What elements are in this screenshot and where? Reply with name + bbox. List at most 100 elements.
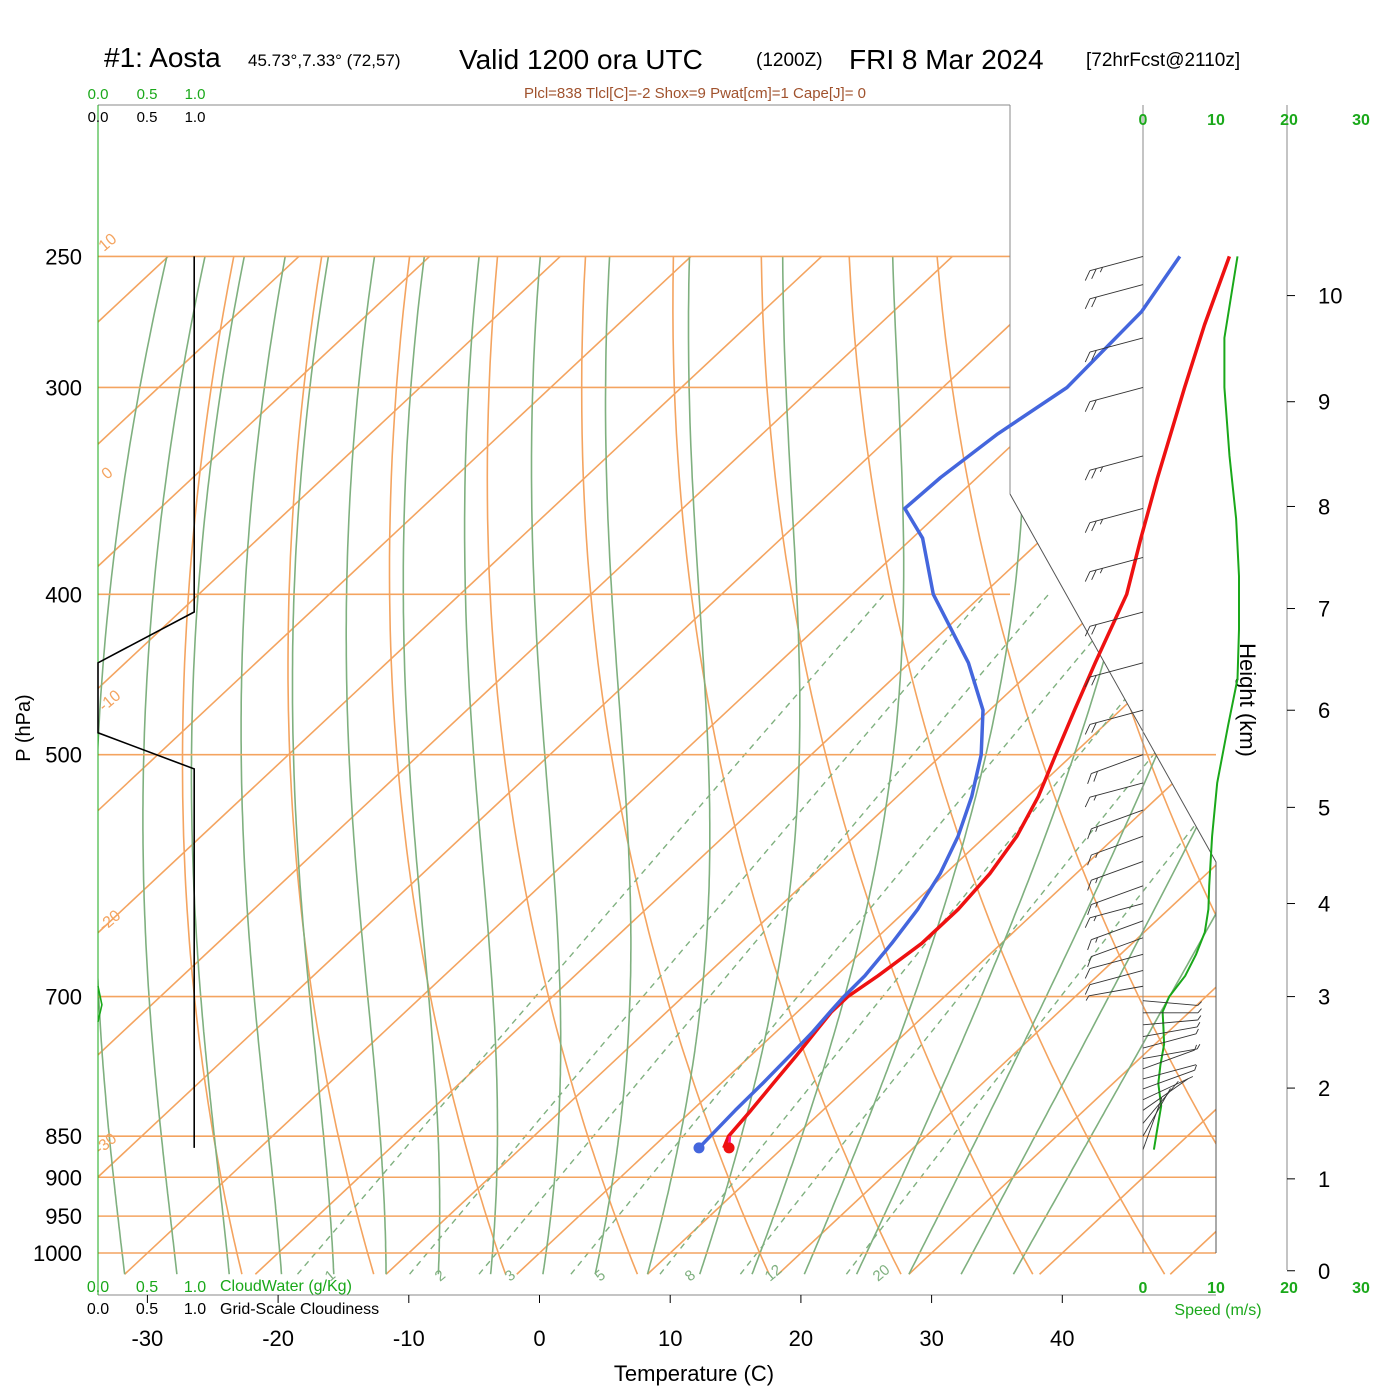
speed-tick-top: 20 [1280, 112, 1298, 129]
moist-adiabat-line [698, 256, 801, 1275]
cloudwater-tick-top: 0.0 [88, 86, 109, 103]
moist-adiabat-line [240, 256, 286, 1275]
moist-adiabat-line [530, 256, 562, 1275]
wind-barb [1084, 255, 1144, 281]
cloudwater-tick-bottom: 1.0 [184, 1279, 206, 1296]
dry-adiabat-line [486, 256, 639, 1275]
moist-adiabat-line [463, 256, 499, 1275]
wind-barb-staff [1091, 920, 1144, 941]
height-tick-label: 5 [1318, 795, 1330, 820]
wind-barb-flag [1087, 854, 1092, 866]
wind-barb-flag [1093, 915, 1097, 922]
cloudwater-tick-top: 1.0 [185, 86, 206, 103]
wind-barb-flag [1091, 675, 1097, 686]
wind-barb-flag [1087, 904, 1092, 916]
dry-adiabat-line [1200, 256, 1216, 333]
wind-barb-flag [1087, 939, 1092, 951]
wind-barb [1084, 953, 1144, 979]
wind-barb-flag [1084, 522, 1091, 533]
isotherm-line [98, 255, 561, 690]
y-tick-label: 900 [45, 1165, 82, 1190]
height-tick-label: 2 [1318, 1076, 1330, 1101]
moist-adiabat-line [345, 256, 387, 1275]
speed-tick-top: 30 [1352, 112, 1370, 129]
surface-temperature-point [723, 1142, 735, 1154]
valid-time: Valid 1200 ora UTC [459, 44, 703, 75]
wind-barb-flag [1196, 1044, 1201, 1050]
cloudiness-tick-bottom: 1.0 [184, 1301, 206, 1318]
speed-tick-bottom: 10 [1207, 1280, 1225, 1297]
wind-barb-flag [1091, 468, 1097, 479]
moist-adiabat-line [98, 256, 168, 1275]
y-tick-label: 950 [45, 1204, 82, 1229]
wind-barb [1142, 1000, 1202, 1006]
stability-indices: Plcl=838 Tlcl[C]=-2 Shox=9 Pwat[cm]=1 Ca… [524, 85, 866, 102]
moist-adiabat-line [402, 256, 441, 1275]
mixing-ratio-line [409, 593, 987, 1275]
wind-barb-staff [1142, 1019, 1198, 1026]
speed-tick-bottom: 30 [1352, 1280, 1370, 1297]
wind-barb-flag [1095, 826, 1098, 832]
x-axis-label: Temperature (C) [614, 1361, 774, 1386]
wind-barb-flag [1084, 917, 1091, 928]
wind-barb [1142, 1015, 1202, 1026]
wind-barb-flag [1093, 795, 1097, 801]
wind-barb [1087, 835, 1144, 866]
wind-barb-staff [1142, 1078, 1189, 1111]
isotherm-line [516, 619, 1216, 1275]
isotherm-line [98, 255, 300, 446]
cloudwater-tick-top: 0.5 [137, 86, 158, 103]
isotherm-label: 10 [96, 231, 121, 256]
wind-barb-flag [1084, 984, 1091, 995]
mixing-ratio-label: 5 [592, 1267, 609, 1285]
isotherm-line [777, 863, 1216, 1275]
wind-barb-staff [1089, 611, 1144, 627]
wind-barb-flag [1091, 268, 1097, 280]
wind-barb [1142, 1064, 1197, 1080]
wind-barb [1142, 1028, 1199, 1049]
wind-barb-flag [1084, 298, 1091, 309]
wind-barb [1084, 662, 1144, 688]
wind-barb [1142, 1078, 1189, 1111]
wind-barb-staff [1089, 903, 1144, 919]
wind-barb-staff [1089, 662, 1144, 678]
wind-barb [1087, 860, 1144, 891]
mixing-ratio-line [478, 593, 1050, 1275]
isotherm-line [98, 255, 823, 934]
wind-barb-staff [1089, 953, 1144, 969]
dry-adiabat-line [1289, 256, 1400, 1274]
mixing-ratio-label: 20 [870, 1261, 894, 1285]
wind-barb-flag [1099, 267, 1104, 273]
cloudwater-tick-bottom: 0.0 [87, 1279, 109, 1296]
wind-panel: 0 10 20 30 0 10 20 30 Speed (m/s) [1139, 112, 1370, 1319]
isotherm-line [98, 255, 1084, 1179]
height-tick-label: 6 [1318, 698, 1330, 723]
temperature-line [722, 255, 1232, 1149]
right-skew-border [1009, 493, 1217, 1253]
x-tick-label: 20 [789, 1326, 813, 1351]
wind-barb-staff [1142, 1097, 1163, 1150]
wind-barb [1084, 337, 1144, 363]
wind-barb-flag [1196, 1022, 1201, 1028]
wind-barb-staff [1089, 255, 1144, 272]
height-tick-label: 3 [1318, 985, 1330, 1010]
height-tick-label: 7 [1318, 597, 1330, 622]
height-tick-label: 1 [1318, 1167, 1330, 1192]
wind-barb [1087, 809, 1144, 840]
wind-barb [1084, 387, 1144, 412]
wind-barb-staff [1089, 337, 1144, 353]
isotherm-line [98, 255, 692, 812]
wind-barb-flag [1084, 626, 1091, 637]
wind-barb [1087, 754, 1144, 784]
height-tick-label: 0 [1318, 1259, 1330, 1284]
speed-tick-top: 0 [1139, 112, 1148, 129]
wind-barb-staff [1142, 1080, 1179, 1124]
isotherm-line [98, 255, 431, 568]
station-title: #1: Aosta [104, 42, 221, 73]
wind-barb [1142, 1080, 1179, 1124]
wind-barb-flag [1091, 520, 1097, 532]
wind-barb [1142, 1076, 1194, 1101]
wind-barb-flag [1195, 1028, 1199, 1035]
dry-adiabat-line [936, 256, 1216, 1146]
